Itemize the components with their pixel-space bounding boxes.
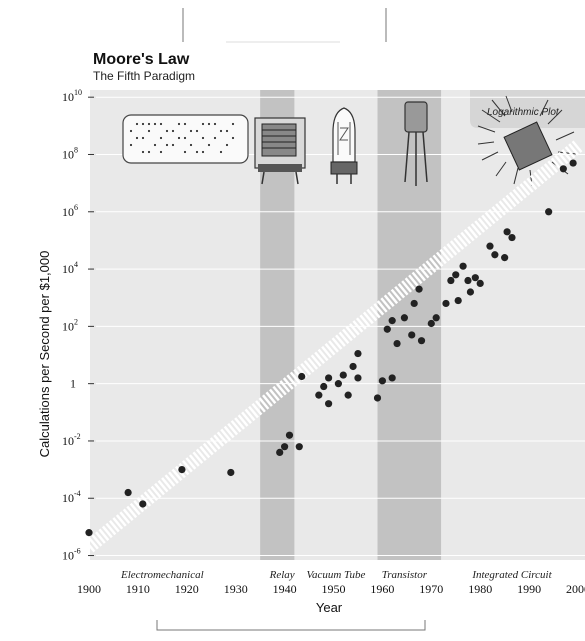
data-point-11 [320,382,328,391]
x-axis-label: Year [316,600,343,615]
x-tick-label-1: 1910 [126,582,150,596]
era-label-1: Relay [269,569,295,581]
data-point-37 [459,262,467,270]
data-point-17 [349,362,357,371]
data-point-0 [85,529,93,537]
data-points [85,159,577,537]
data-point-6 [281,443,289,451]
data-point-47 [545,208,553,216]
data-point-25 [393,339,401,348]
data-point-36 [454,296,462,305]
data-point-21 [378,377,386,385]
x-tick-label-0: 1900 [77,582,101,596]
data-point-30 [417,337,426,345]
data-point-13 [325,374,333,382]
y-tick-label-1: 108 [62,145,78,161]
data-point-46 [508,233,516,242]
transistor-icon [404,101,428,186]
x-tick-label-9: 1990 [517,582,541,596]
data-point-41 [476,279,484,287]
era-label-3: Transistor [382,569,428,581]
data-point-32 [432,314,440,322]
data-point-42 [486,242,494,250]
data-point-15 [339,371,347,379]
trend-band [84,140,583,553]
y-tick-label-6: 10-2 [62,432,81,448]
era-label-2: Vacuum Tube [306,569,365,581]
x-tick-label-6: 1960 [370,582,394,596]
data-point-31 [427,319,435,328]
era-labels: Electromechanical Relay Vacuum Tube Transis… [120,569,553,581]
data-point-18 [354,349,362,358]
y-tick-label-7: 10-4 [62,489,81,505]
badge-box [470,90,585,128]
integrated-circuit-icon [477,95,577,187]
data-point-5 [276,448,284,457]
chart-title: Moore's Law [93,51,190,68]
x-tick-label-4: 1940 [273,582,297,596]
badge-label: Logarithmic Plot [487,107,560,118]
era-label-4: Integrated Circuit [471,569,552,581]
data-point-16 [344,391,352,399]
vacuum-tube-icon [330,107,358,184]
y-tick-label-3: 104 [62,260,78,276]
data-point-2 [139,500,147,508]
data-point-44 [501,254,509,262]
data-point-49 [569,159,577,167]
x-tick-label-7: 1970 [419,582,443,596]
data-point-45 [503,228,511,236]
data-point-24 [388,317,396,325]
y-tick-label-5: 1 [70,377,76,391]
y-axis-label: Calculations per Second per $1,000 [37,251,52,458]
x-tick-label-10: 2000 [566,582,585,596]
y-tick-label-2: 106 [62,203,78,219]
data-point-1 [124,488,132,497]
x-tick-label-8: 1980 [468,582,492,596]
y-tick-label-8: 10-6 [62,547,81,563]
y-tick-label-0: 1010 [62,88,82,104]
data-point-8 [295,443,303,451]
data-point-40 [471,274,479,282]
data-point-9 [298,372,306,381]
data-point-4 [227,468,235,477]
data-point-26 [400,314,409,322]
data-point-20 [373,394,382,402]
data-point-38 [464,276,472,285]
data-point-33 [442,299,450,308]
punch-card-icon [122,114,249,164]
data-point-34 [447,276,455,285]
x-tick-label-3: 1930 [224,582,248,596]
data-point-48 [559,165,567,173]
data-point-39 [466,288,475,296]
y-axis-ticks: 1010 108 106 104 102 1 10-2 10-4 10-6 [62,88,94,563]
x-tick-label-2: 1920 [175,582,199,596]
y-tick-label-4: 102 [62,317,78,333]
page-edge-bottom [156,620,426,631]
data-point-35 [452,271,460,279]
x-tick-label-5: 1950 [322,582,346,596]
data-point-29 [415,285,423,293]
data-point-10 [315,391,323,399]
data-point-7 [285,431,294,439]
data-point-3 [178,466,186,474]
data-point-14 [334,380,342,388]
data-point-43 [491,251,499,259]
data-point-22 [383,325,391,333]
era-label-0: Electromechanical [120,569,204,581]
data-point-27 [408,331,416,339]
x-axis-ticks: 1900 1910 1920 1930 1940 1950 1960 1970 1980 1990… [77,582,585,596]
data-point-19 [354,374,362,382]
data-point-12 [325,400,333,408]
chart-subtitle: The Fifth Paradigm [93,69,195,83]
data-point-23 [388,374,396,382]
data-point-28 [410,299,418,308]
relay-icon [254,117,306,185]
